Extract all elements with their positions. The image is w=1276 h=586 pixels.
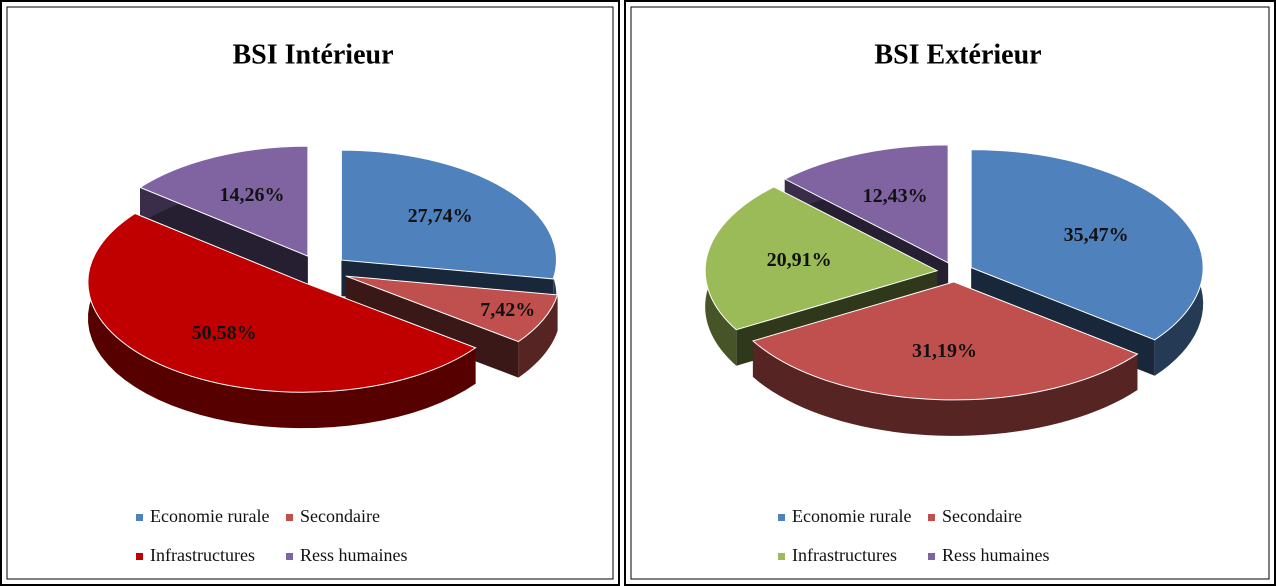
pie-slice bbox=[345, 275, 559, 343]
legend-label: Economie rurale bbox=[792, 506, 911, 526]
legend-swatch bbox=[778, 514, 785, 521]
legend-swatch bbox=[928, 553, 935, 560]
pie-slice bbox=[340, 149, 557, 280]
panel-border bbox=[630, 6, 1270, 580]
pie-slice bbox=[970, 149, 1204, 341]
legend-label: Infrastructures bbox=[150, 545, 255, 565]
legend-swatch bbox=[286, 514, 293, 521]
data-label: 35,47% bbox=[1064, 224, 1129, 246]
panel-border bbox=[0, 0, 620, 586]
pie-slice bbox=[704, 186, 939, 331]
slice-depth bbox=[139, 187, 308, 293]
data-label: 14,26% bbox=[219, 184, 284, 206]
slice-depth bbox=[518, 294, 558, 378]
data-label: 27,74% bbox=[408, 205, 473, 227]
legend-label: Ress humaines bbox=[300, 545, 408, 565]
pie-slice bbox=[751, 281, 1139, 401]
pie-slice bbox=[87, 212, 477, 393]
pie-slice bbox=[783, 144, 949, 264]
legend-label: Secondaire bbox=[300, 506, 380, 526]
data-label: 31,19% bbox=[912, 340, 977, 362]
legend-swatch bbox=[928, 514, 935, 521]
chart-title: BSI Intérieur bbox=[233, 39, 394, 70]
legend-label: Infrastructures bbox=[792, 545, 897, 565]
legend-swatch bbox=[136, 514, 143, 521]
legend-swatch bbox=[136, 553, 143, 560]
slice-depth bbox=[752, 340, 1138, 436]
legend-label: Secondaire bbox=[942, 506, 1022, 526]
legend-swatch bbox=[286, 553, 293, 560]
chart-title: BSI Extérieur bbox=[874, 39, 1041, 70]
pie-slice bbox=[138, 145, 309, 257]
data-label: 7,42% bbox=[480, 299, 535, 321]
legend-swatch bbox=[778, 553, 785, 560]
panel-border bbox=[6, 6, 614, 580]
data-label: 50,58% bbox=[192, 322, 257, 344]
panel-border bbox=[624, 0, 1276, 586]
data-label: 12,43% bbox=[863, 185, 928, 207]
legend-label: Economie rurale bbox=[150, 506, 269, 526]
data-label: 20,91% bbox=[767, 249, 832, 271]
legend-label: Ress humaines bbox=[942, 545, 1050, 565]
